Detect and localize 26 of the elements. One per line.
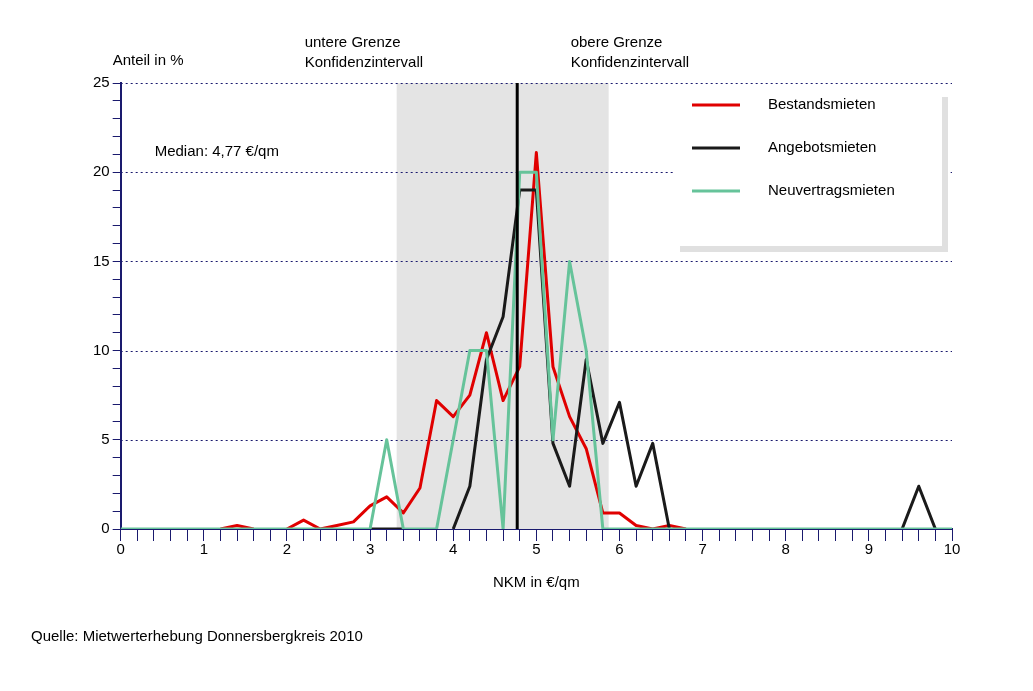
- y-tick-label: 0: [101, 519, 110, 537]
- x-tick-label: 8: [781, 540, 790, 558]
- x-tick-label: 5: [532, 540, 541, 558]
- x-tick-label: 1: [199, 540, 208, 558]
- x-tick-label: 6: [615, 540, 624, 558]
- x-tick-label: 10: [943, 540, 961, 558]
- y-axis-title: Anteil in %: [112, 51, 184, 68]
- y-tick-label: 20: [93, 162, 110, 180]
- source-note: Quelle: Mietwerterhebung Donnersbergkreis 2010: [31, 627, 363, 644]
- annotation: obere Grenze Konfidenzintervall: [570, 33, 690, 70]
- legend-label: Bestandsmieten: [768, 95, 876, 113]
- x-tick-label: 9: [864, 540, 874, 558]
- x-tick-label: 4: [449, 540, 458, 558]
- x-tick-label: 2: [282, 540, 292, 558]
- y-tick-label: 25: [93, 73, 110, 91]
- legend-label: Angebotsmieten: [768, 138, 877, 156]
- x-axis-title: NKM in €/qm: [492, 573, 580, 590]
- x-tick-label: 7: [698, 540, 707, 558]
- y-tick-label: 10: [93, 340, 110, 358]
- annotation: Median: 4,77 €/qm: [154, 142, 279, 159]
- x-tick-label: 0: [116, 540, 125, 558]
- annotation: untere Grenze Konfidenzintervall: [304, 33, 424, 70]
- legend-label: Neuvertragsmieten: [768, 181, 895, 199]
- y-tick-label: 5: [101, 429, 110, 447]
- y-tick-label: 15: [93, 251, 110, 269]
- x-tick-label: 3: [365, 540, 375, 558]
